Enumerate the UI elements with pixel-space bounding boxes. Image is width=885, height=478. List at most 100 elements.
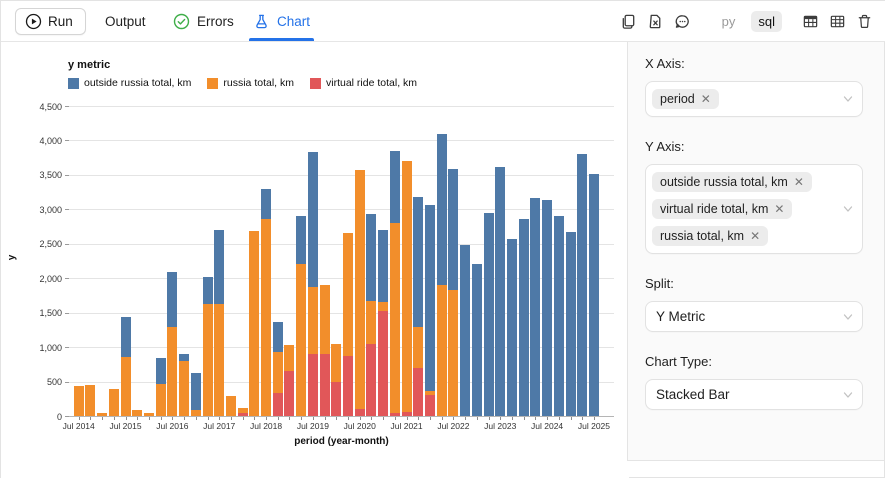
bar-segment	[331, 382, 342, 416]
y-tick-label: 0	[56, 411, 62, 422]
y-axis-chip[interactable]: outside russia total, km ✕	[652, 172, 812, 192]
x-tick-label: Jul 2019	[296, 421, 329, 431]
x-tick-mark	[242, 417, 244, 420]
bar-segment	[354, 409, 365, 416]
x-tick-mark	[148, 417, 150, 420]
y-tick-mark	[65, 243, 69, 245]
plot-area: 0 500 1,000 1,500 2,000 2,500 3,000 3,500 4,000 4…	[39, 101, 614, 431]
y-axis-select[interactable]: outside russia total, km ✕ virtual ride to…	[645, 164, 863, 254]
toolbar-right-icons: py sql	[620, 1, 885, 41]
y-tick-mark	[65, 347, 69, 349]
x-tick-mark	[418, 417, 420, 420]
bar-segment	[565, 232, 576, 416]
bar-segment	[343, 356, 354, 416]
legend-item: russia total, km	[207, 77, 294, 89]
comment-icon[interactable]	[674, 12, 692, 30]
bar-segment	[401, 411, 412, 416]
legend-swatch-icon	[68, 77, 79, 89]
remove-chip-icon[interactable]: ✕	[700, 92, 711, 106]
gridline	[69, 278, 614, 280]
y-tick-label: 4,000	[39, 135, 62, 146]
x-tick-mark	[230, 417, 232, 420]
chart-type-select[interactable]: Stacked Bar	[645, 379, 863, 410]
x-axis-label: X Axis:	[645, 56, 685, 71]
bar-segment	[413, 196, 424, 328]
export-file-icon[interactable]	[647, 12, 665, 30]
bar-segment	[155, 358, 166, 384]
y-tick-mark	[65, 312, 69, 314]
trash-icon[interactable]	[855, 12, 873, 30]
split-select[interactable]: Y Metric	[645, 301, 863, 332]
lang-toggle-py[interactable]: py	[721, 13, 736, 29]
y-tick-mark	[65, 174, 69, 176]
gridline	[69, 106, 614, 107]
remove-chip-icon[interactable]: ✕	[750, 229, 761, 243]
y-tick-mark	[65, 106, 69, 107]
y-tick-mark	[65, 209, 69, 211]
chevron-down-icon	[843, 206, 853, 212]
x-tick-mark	[371, 417, 373, 420]
y-axis-chip[interactable]: russia total, km ✕	[652, 226, 769, 246]
x-axis-select[interactable]: period ✕	[645, 81, 863, 117]
tab-output[interactable]: Output	[105, 1, 146, 41]
bar-segment	[143, 412, 154, 416]
y-axis-chip[interactable]: virtual ride total, km ✕	[652, 199, 793, 219]
table-header-icon[interactable]	[801, 12, 819, 30]
bar-segment	[202, 304, 213, 416]
x-tick-label: Jul 2025	[577, 421, 610, 431]
legend-label: outside russia total, km	[84, 77, 192, 89]
tab-errors[interactable]: Errors	[173, 1, 234, 41]
bar-segment	[518, 218, 529, 416]
x-tick-mark	[582, 417, 584, 420]
bar-segment	[495, 167, 506, 416]
x-axis-title: period (year-month)	[294, 436, 389, 447]
x-axis-chip[interactable]: period ✕	[652, 89, 719, 109]
table-grid-icon[interactable]	[828, 12, 846, 30]
x-tick-mark	[195, 417, 197, 420]
x-tick-mark	[301, 417, 303, 420]
x-tick-label: Jul 2022	[437, 421, 470, 431]
run-button[interactable]: Run	[15, 8, 86, 35]
bar-segment	[588, 174, 599, 416]
bar-segment	[284, 345, 295, 372]
lang-toggle-sql[interactable]: sql	[751, 10, 782, 32]
bar-segment	[436, 133, 447, 286]
tab-chart[interactable]: Chart	[248, 1, 315, 41]
bar-segment	[389, 222, 400, 414]
remove-chip-icon[interactable]: ✕	[774, 202, 785, 216]
gridline	[69, 140, 614, 142]
bar-segment	[331, 344, 342, 383]
legend-swatch-icon	[310, 77, 321, 89]
x-tick-mark	[324, 417, 326, 420]
y-tick-label: 4,500	[39, 101, 62, 112]
bar-segment	[73, 386, 84, 416]
bar-segment	[214, 230, 225, 304]
bar-segment	[132, 409, 143, 416]
remove-chip-icon[interactable]: ✕	[793, 175, 804, 189]
x-tick-mark	[547, 417, 549, 420]
x-tick-mark	[184, 417, 186, 420]
y-axis-chip-label: virtual ride total, km	[660, 202, 769, 216]
x-tick-mark	[441, 417, 443, 420]
copy-icon[interactable]	[620, 12, 638, 30]
bar-segment	[389, 151, 400, 223]
bar-segment	[284, 371, 295, 416]
bar-segment	[378, 230, 389, 303]
y-tick-mark	[65, 140, 69, 142]
x-tick-mark	[488, 417, 490, 420]
bar-segment	[214, 303, 225, 416]
y-tick-label: 1,500	[39, 308, 62, 319]
legend-label: virtual ride total, km	[326, 77, 418, 89]
y-tick-label: 3,500	[39, 170, 62, 181]
bar-segment	[237, 408, 248, 414]
x-tick-mark	[312, 417, 314, 420]
bar-segment	[272, 392, 283, 416]
bar-segment	[249, 231, 260, 416]
run-button-label: Run	[48, 14, 73, 29]
x-tick-label: Jul 2020	[343, 421, 376, 431]
bar-segment	[401, 161, 412, 412]
y-tick-label: 500	[46, 377, 62, 388]
x-tick-mark	[465, 417, 467, 420]
y-tick-mark	[65, 278, 69, 280]
bar-segment	[296, 263, 307, 416]
